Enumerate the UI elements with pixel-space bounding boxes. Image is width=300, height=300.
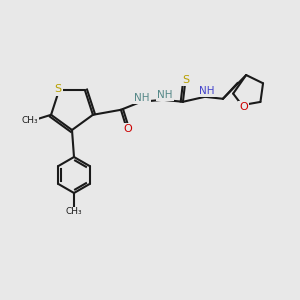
Text: NH: NH	[134, 93, 150, 103]
Text: NH: NH	[157, 90, 173, 100]
Text: O: O	[239, 102, 248, 112]
Text: S: S	[182, 75, 190, 85]
Text: S: S	[55, 84, 62, 94]
Text: NH: NH	[199, 86, 215, 96]
Text: CH₃: CH₃	[66, 208, 82, 217]
Text: O: O	[124, 124, 132, 134]
Text: CH₃: CH₃	[22, 116, 38, 125]
